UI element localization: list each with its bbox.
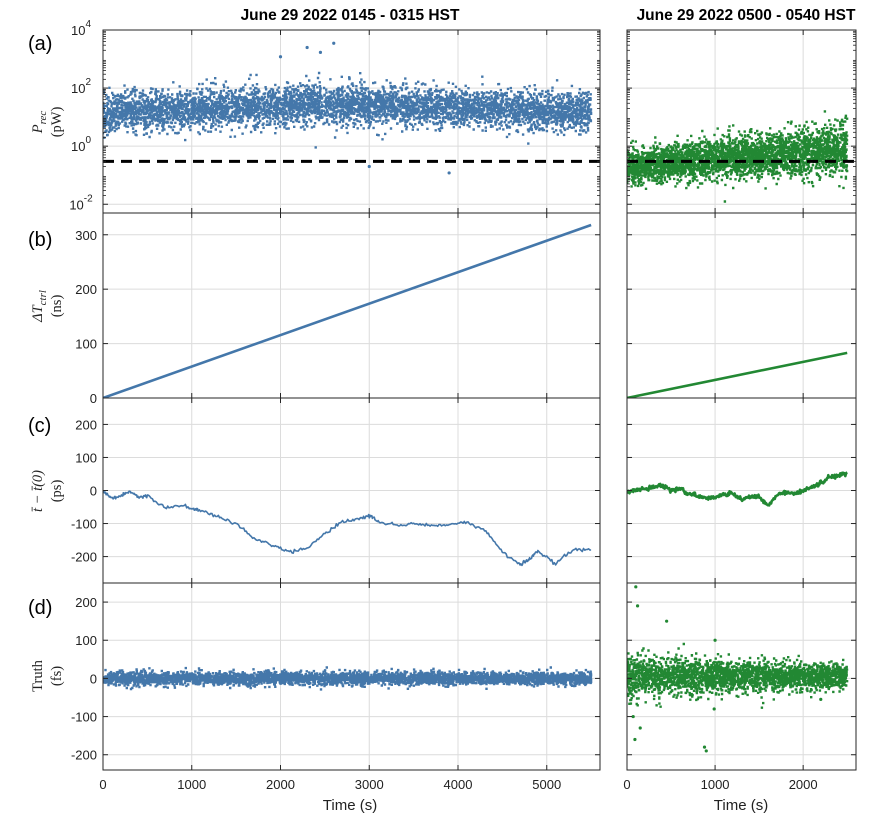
scatter-point [819, 697, 823, 701]
scatter-point [318, 50, 323, 54]
scatter-points [103, 666, 593, 691]
panel-a-right [626, 29, 857, 214]
scatter-point [278, 55, 283, 59]
axes-frame [102, 29, 601, 214]
scatter-point [332, 41, 336, 45]
y-label-d: Truth [30, 659, 46, 691]
scatter-point [702, 745, 707, 749]
scatter-point [635, 604, 640, 608]
x-axis-label-left: Time (s) [323, 797, 377, 814]
y-label-a-sub: rec [37, 111, 49, 125]
axes-frame [102, 582, 601, 771]
plot-area-a-left [103, 41, 600, 175]
x-tick-label: 1000 [177, 777, 206, 792]
x-tick-label: 4000 [444, 777, 473, 792]
scatter-points [627, 642, 849, 709]
series-line [103, 223, 592, 398]
series-line [627, 351, 848, 398]
y-tick-label: -200 [71, 748, 97, 763]
y-tick-label: 10-2 [69, 193, 93, 212]
y-label-b: ΔTctrl [30, 290, 49, 323]
y-tick-label: 0 [90, 484, 97, 499]
y-label-a-unit: (pW) [49, 107, 65, 138]
y-label-a-main: P [30, 124, 46, 134]
axes-frame [626, 29, 857, 214]
y-tick-label: -100 [71, 710, 97, 725]
y-tick-exponent: 4 [85, 19, 91, 30]
scatter-points [103, 71, 593, 149]
panel-label-d: (d) [28, 597, 52, 619]
y-tick-label: -200 [71, 550, 97, 565]
x-tick-label: 3000 [355, 777, 384, 792]
scatter-point [704, 749, 708, 753]
plot-area-d-left [103, 666, 593, 691]
left-column-title: June 29 2022 0145 - 0315 HST [241, 7, 460, 24]
plot-area-d-right [627, 585, 849, 753]
x-axis-label-right: Time (s) [714, 797, 768, 814]
scatter-point [367, 164, 371, 169]
plot-area-b-right [627, 351, 848, 398]
y-tick-exponent: 2 [85, 77, 91, 88]
y-tick-label: 0 [90, 391, 97, 406]
scatter-point [634, 585, 638, 589]
y-tick-label: 100 [75, 450, 97, 465]
axes-frame [626, 582, 857, 771]
plot-area-c-left [103, 490, 592, 567]
plot-area-c-right [627, 471, 848, 507]
scatter-point [638, 726, 642, 730]
panel-b-left: 0 100 200 300 [75, 212, 601, 406]
x-tick-label: 2000 [789, 777, 818, 792]
y-tick-label: 104 [71, 19, 91, 38]
panel-label-c: (c) [28, 415, 51, 437]
y-tick-label: 200 [75, 595, 97, 610]
x-tick-label: 0 [623, 777, 630, 792]
series-line [103, 490, 592, 567]
y-label-a: Prec [30, 111, 49, 135]
panel-a-left: 10-2 100 102 104 [69, 19, 601, 214]
axes-frame [626, 212, 857, 399]
y-label-b-main: ΔT [30, 304, 46, 323]
y-label-b-sub: ctrl [37, 290, 49, 305]
x-tick-label: 1000 [701, 777, 730, 792]
y-tick-label: 300 [75, 228, 97, 243]
y-label-d-unit: (fs) [49, 666, 65, 686]
y-label-c-unit: (ps) [49, 480, 65, 503]
panel-label-a: (a) [28, 33, 52, 55]
y-tick-label: 100 [75, 633, 97, 648]
scatter-point [713, 638, 717, 642]
scatter-point [447, 171, 451, 175]
y-tick-label: 102 [71, 77, 91, 96]
panels-layer: 10-21001021040100200300-200-1000100200-2… [69, 19, 857, 792]
x-tick-label: 0 [99, 777, 106, 792]
panel-d-right: 0 1000 2000 [623, 582, 857, 792]
x-tick-label: 5000 [532, 777, 561, 792]
y-tick-label: 100 [71, 135, 91, 154]
scatter-point [712, 707, 716, 711]
y-tick-exponent: -2 [84, 193, 93, 204]
plot-area-b-left [103, 223, 592, 398]
y-tick-label: 200 [75, 417, 97, 432]
scatter-point [305, 45, 309, 50]
right-column-title: June 29 2022 0500 - 0540 HST [637, 7, 856, 24]
panel-c-left: -200 -100 0 100 200 [71, 397, 601, 584]
y-tick-label: 200 [75, 282, 97, 297]
scatter-points [627, 110, 849, 203]
scatter-point [631, 714, 635, 719]
x-tick-label: 2000 [266, 777, 295, 792]
y-label-c: t̄ − t̄(0) [30, 470, 46, 513]
panel-c-right [626, 397, 857, 584]
plot-area-a-right [627, 110, 856, 203]
y-tick-exponent: 0 [85, 135, 91, 146]
panel-b-right [626, 212, 857, 399]
panel-label-b: (b) [28, 229, 52, 251]
y-label-b-unit: (ns) [49, 295, 65, 318]
scatter-point [633, 737, 637, 742]
series-line [627, 471, 848, 507]
y-tick-label: -100 [71, 517, 97, 532]
scatter-point [665, 619, 669, 623]
y-tick-label: 0 [90, 671, 97, 686]
y-tick-label: 100 [75, 337, 97, 352]
